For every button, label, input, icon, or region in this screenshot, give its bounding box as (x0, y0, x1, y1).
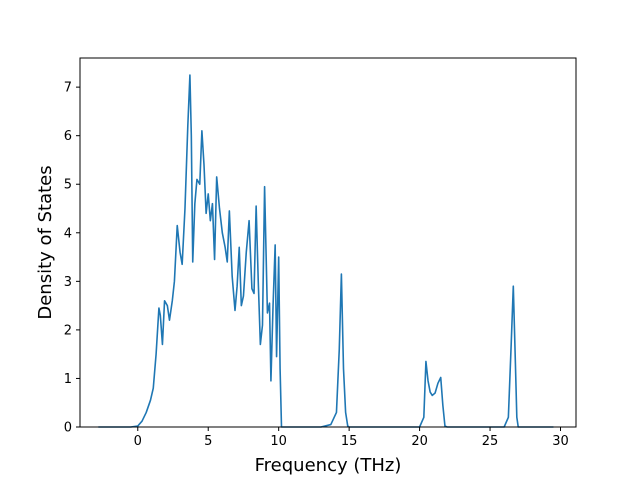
x-tick-label: 5 (204, 434, 212, 449)
y-tick-label: 3 (64, 275, 72, 290)
y-tick-label: 0 (64, 421, 72, 436)
y-tick-label: 5 (64, 178, 72, 193)
tick-layer: 0 5 10 15 20 25 30 0 1 2 3 4 5 6 7 (64, 81, 569, 449)
plot-frame (79, 57, 577, 428)
x-axis-label: Frequency (THz) (255, 455, 402, 476)
y-tick-label: 2 (64, 323, 72, 338)
x-tick-label: 20 (411, 434, 428, 449)
x-tick-label: 15 (341, 434, 358, 449)
y-tick-label: 6 (64, 129, 72, 144)
y-tick-label: 4 (64, 226, 72, 241)
dos-series-line (98, 74, 554, 428)
x-tick-label: 0 (134, 434, 142, 449)
y-tick-label: 1 (64, 372, 72, 387)
y-axis-label: Density of States (35, 165, 56, 319)
x-tick-label: 10 (270, 434, 287, 449)
x-tick-label: 25 (482, 434, 499, 449)
y-tick-label: 7 (64, 81, 72, 96)
series-layer (98, 74, 554, 428)
x-tick-label: 30 (552, 434, 569, 449)
